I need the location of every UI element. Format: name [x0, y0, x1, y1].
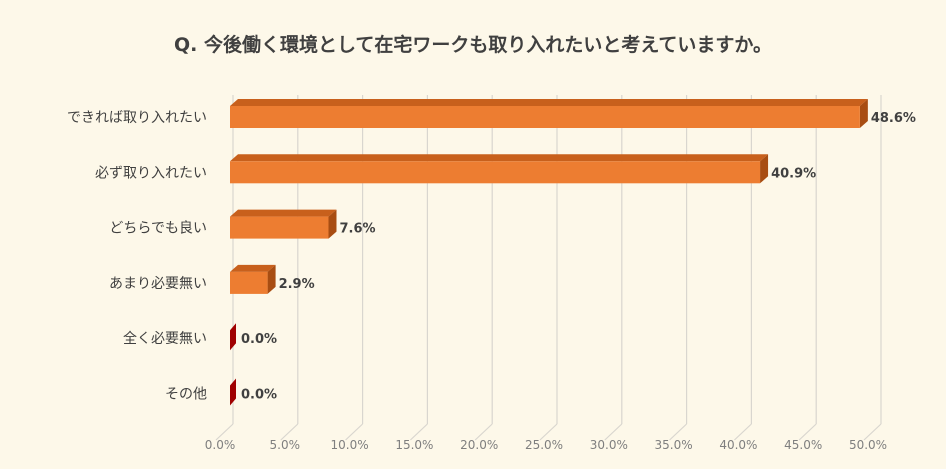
- floor-gridline: [604, 423, 623, 441]
- category-label: 全く必要無い: [123, 330, 207, 347]
- x-tick-label: 35.0%: [655, 438, 693, 452]
- x-tick-label: 45.0%: [784, 438, 822, 452]
- x-tick-label: 5.0%: [270, 438, 301, 452]
- data-label: 0.0%: [241, 388, 277, 403]
- floor-gridline: [669, 423, 688, 441]
- floor-gridline: [798, 423, 817, 441]
- category-label: できれば取り入れたい: [67, 110, 207, 126]
- floor-gridline: [474, 423, 493, 441]
- x-tick-label: 20.0%: [460, 438, 498, 452]
- floor-gridline: [733, 423, 752, 441]
- bar-side: [760, 154, 769, 184]
- category-label: 必ず取り入れたい: [95, 165, 207, 181]
- data-label: 2.9%: [279, 277, 315, 292]
- bar: [230, 161, 761, 184]
- data-label: 48.6%: [871, 111, 916, 126]
- category-label: どちらでも良い: [109, 221, 207, 237]
- category-label: その他: [165, 387, 207, 403]
- floor-gridline: [409, 423, 428, 441]
- bar-zero: [230, 323, 236, 351]
- x-tick-label: 10.0%: [331, 438, 369, 452]
- bar-side: [328, 209, 337, 239]
- chart-title: Q. 今後働く環境として在宅ワークも取り入れたいと考えていますか。: [173, 34, 773, 56]
- bar-top: [230, 264, 276, 272]
- category-label: あまり必要無い: [109, 276, 207, 292]
- x-tick-label: 50.0%: [849, 438, 887, 452]
- bar-side: [267, 264, 276, 294]
- x-tick-label: 0.0%: [205, 438, 236, 452]
- bar: [230, 216, 329, 239]
- floor-gridline: [280, 423, 299, 441]
- bar-side: [859, 99, 868, 128]
- floor-gridline: [539, 423, 558, 441]
- x-tick-label: 40.0%: [719, 438, 757, 452]
- bar: [230, 271, 268, 294]
- floor-gridline: [345, 423, 364, 441]
- floor-gridline: [863, 423, 882, 441]
- bar: [230, 106, 860, 128]
- data-label: 7.6%: [339, 222, 375, 237]
- floor-gridline: [215, 423, 234, 441]
- bar-top: [230, 99, 868, 106]
- bar-zero: [230, 378, 236, 406]
- x-tick-label: 15.0%: [395, 438, 433, 452]
- bar-top: [230, 154, 769, 162]
- x-tick-label: 30.0%: [590, 438, 628, 452]
- x-tick-label: 25.0%: [525, 438, 563, 452]
- data-label: 40.9%: [771, 166, 816, 181]
- data-label: 0.0%: [241, 332, 277, 347]
- bar-top: [230, 209, 337, 217]
